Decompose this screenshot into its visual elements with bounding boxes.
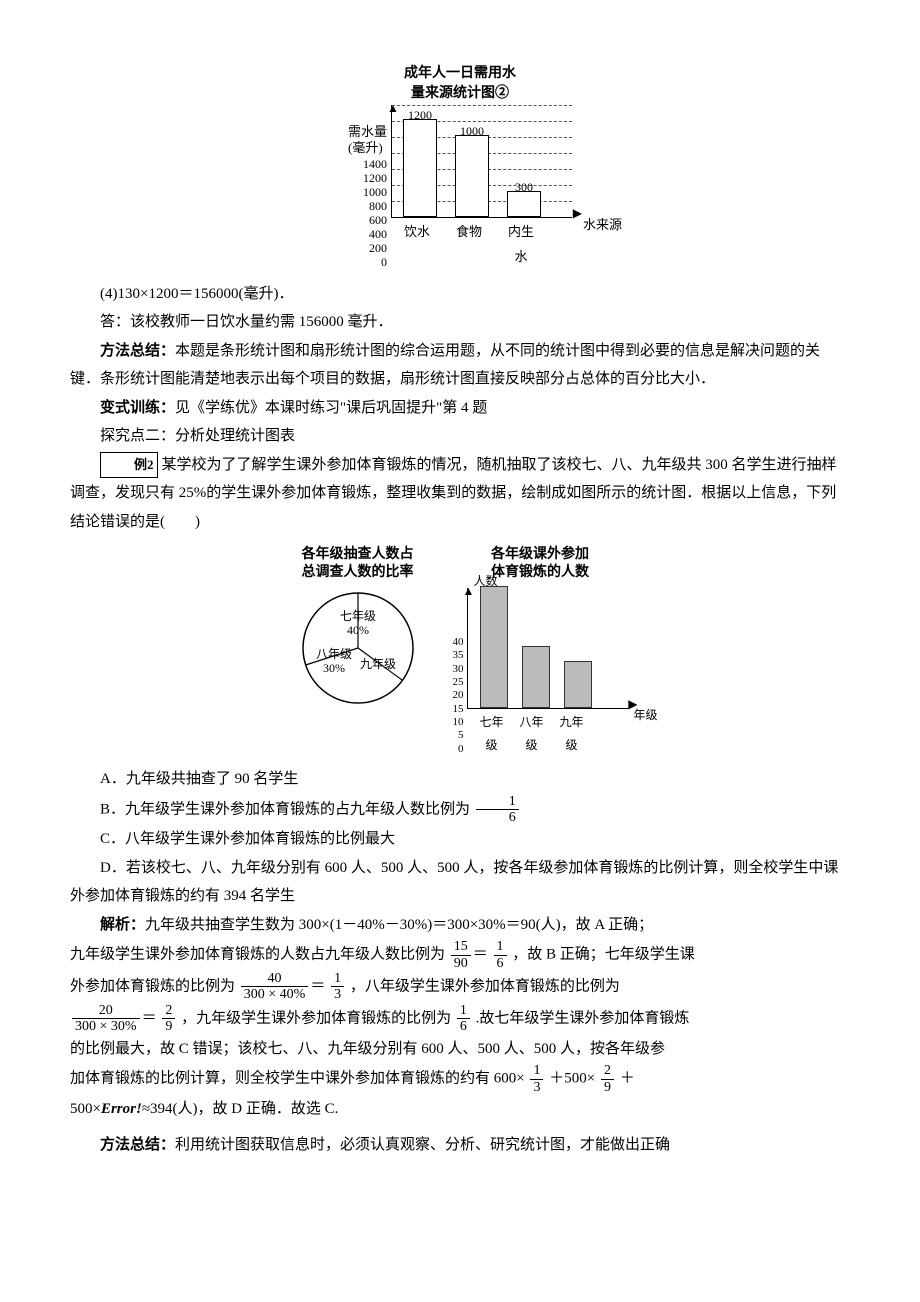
chart1-yunit2: (毫升) <box>348 140 383 155</box>
example-2-text: 例2某学校为了了解学生课外参加体育锻炼的情况，随机抽取了该校七、八、九年级共 3… <box>70 451 850 537</box>
method-summary-1: 方法总结：本题是条形统计图和扇形统计图的综合运用题，从不同的统计图中得到必要的信… <box>70 337 850 394</box>
analysis-line-1: 解析：九年级共抽查学生数为 300×(1－40%－30%)＝300×30%＝90… <box>70 911 850 940</box>
chart1-title-line2: 量来源统计图② <box>411 86 509 101</box>
chart1-yticks: 1400 1200 1000 800 600 400 200 0 <box>363 158 387 270</box>
bar2-bar-1 <box>522 646 550 708</box>
svg-text:40%: 40% <box>347 623 369 637</box>
option-a: A．九年级共抽查了 90 名学生 <box>70 765 850 794</box>
explore-point-2: 探究点二：分析处理统计图表 <box>70 422 850 451</box>
analysis-line-2: 九年级学生课外参加体育锻炼的人数占九年级人数比例为 1590＝ 16 ，故 B … <box>70 939 850 971</box>
chart1-bar-0: 1200 <box>403 119 437 217</box>
svg-text:30%: 30% <box>323 661 345 675</box>
svg-text:八年级: 八年级 <box>315 647 351 661</box>
option-d: D．若该校七、八、九年级分别有 600 人、500 人、500 人，按各年级参加… <box>70 854 850 911</box>
pie-chart: 各年级抽查人数占总调查人数的比率 七年级 40% 九年级 八年级 30% <box>293 546 423 757</box>
chart1-bar-2: 300 <box>507 191 541 217</box>
chart1-bar-1: 1000 <box>455 135 489 217</box>
chart1-xlabels: 饮水 食物 内生水 <box>387 220 572 269</box>
chart1-title-line1: 成年人一日需用水 <box>404 66 516 81</box>
answer-line: 答：该校教师一日饮水量约需 156000 毫升． <box>70 308 850 337</box>
chart1-plot: ▲ ▶ 1200 1000 300 水来源 <box>391 105 572 218</box>
svg-text:七年级: 七年级 <box>339 609 375 623</box>
variant-training: 变式训练：见《学练优》本课时练习"课后巩固提升"第 4 题 <box>70 394 850 423</box>
example-2-label: 例2 <box>100 452 158 479</box>
calc-line: (4)130×1200＝156000(毫升)． <box>70 280 850 309</box>
bar2-bar-2 <box>564 661 592 708</box>
analysis-line-5: 的比例最大，故 C 错误；该校七、八、九年级分别有 600 人、500 人、50… <box>70 1035 850 1064</box>
chart1-xaxis-label: 水来源 <box>583 213 622 238</box>
water-bar-chart: 成年人一日需用水 量来源统计图② 需水量 (毫升) 1400 1200 1000… <box>70 64 850 270</box>
option-c: C．八年级学生课外参加体育锻炼的比例最大 <box>70 825 850 854</box>
analysis-line-6: 加体育锻炼的比例计算，则全校学生中课外参加体育锻炼的约有 600× 13 ＋50… <box>70 1063 850 1095</box>
bar2-bar-0 <box>480 586 508 708</box>
analysis-line-4: 20300 × 30%＝ 29 ，九年级学生课外参加体育锻炼的比例为 16 .故… <box>70 1003 850 1035</box>
chart1-yunit1: 需水量 <box>348 124 387 139</box>
analysis-line-7: 500×Error!≈394(人)，故 D 正确．故选 C. <box>70 1095 850 1124</box>
method-summary-2: 方法总结：利用统计图获取信息时，必须认真观察、分析、研究统计图，才能做出正确 <box>70 1131 850 1160</box>
option-b: B．九年级学生课外参加体育锻炼的占九年级人数比例为 16 <box>70 794 850 826</box>
svg-text:九年级: 九年级 <box>359 657 395 671</box>
grade-bar-chart: 各年级课外参加体育锻炼的人数 40 35 30 25 20 15 10 5 0 … <box>453 546 628 757</box>
analysis-line-3: 外参加体育锻炼的比例为 40300 × 40%＝ 13 ，八年级学生课外参加体育… <box>70 971 850 1003</box>
